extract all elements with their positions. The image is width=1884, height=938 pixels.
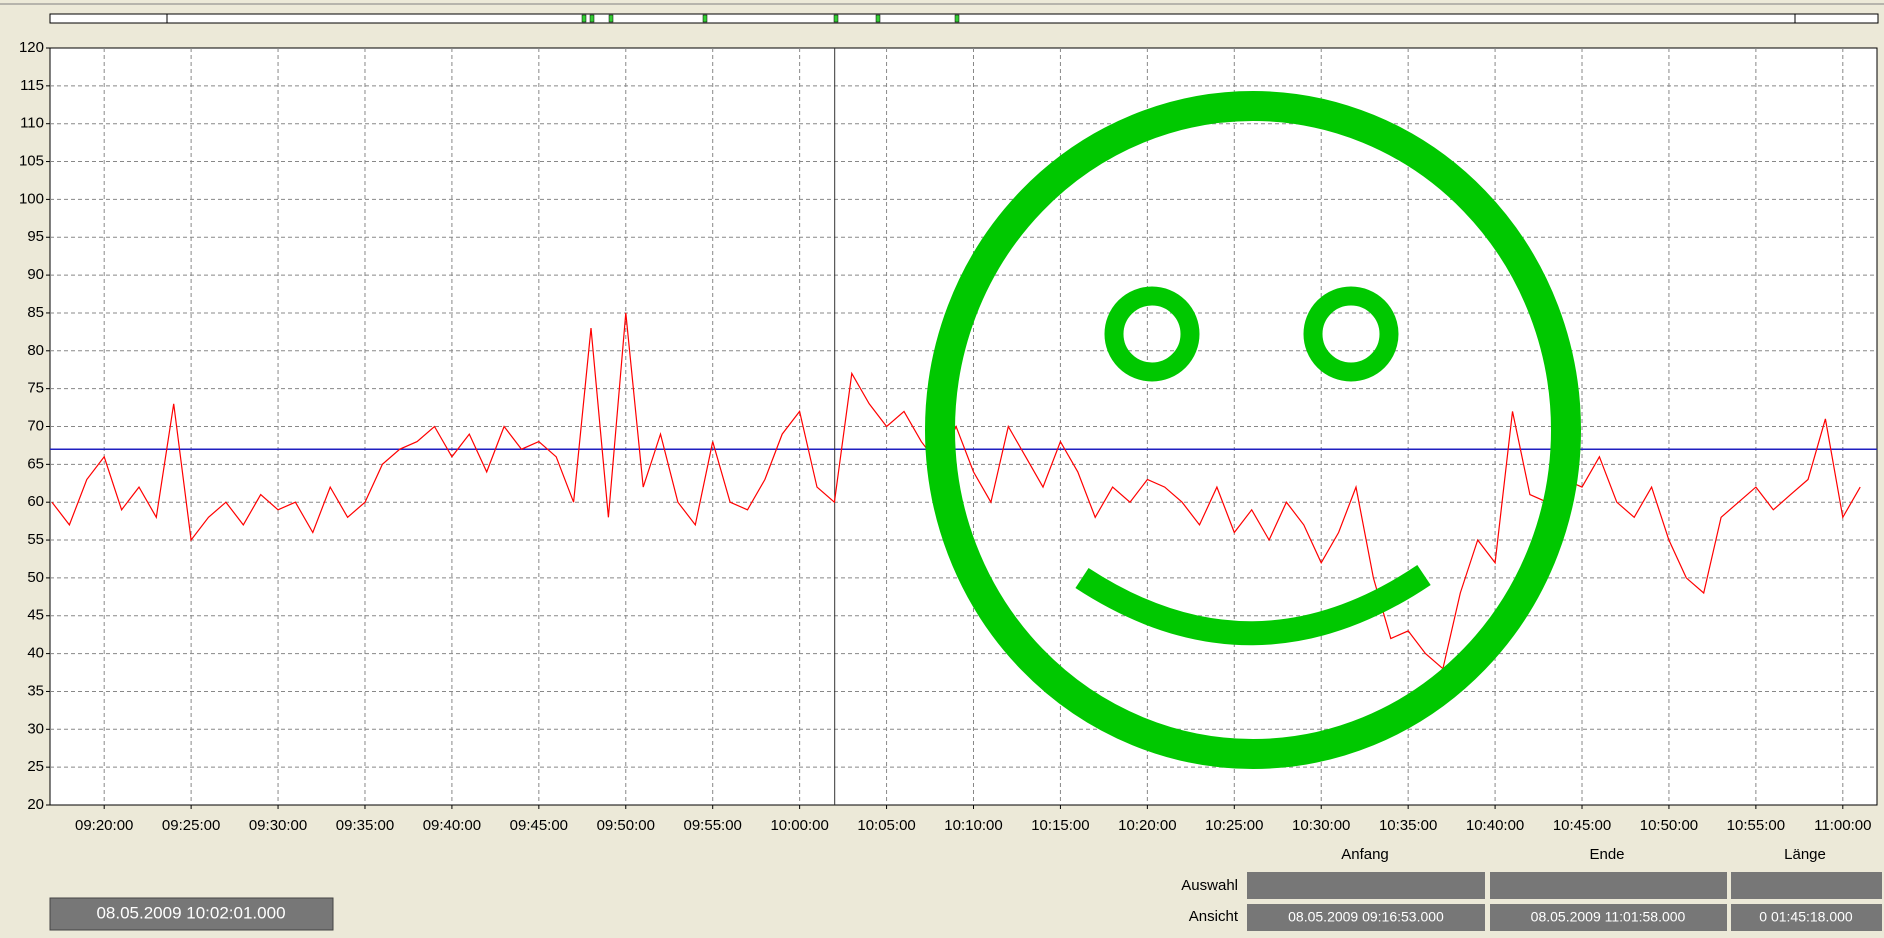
y-tick-label: 40 bbox=[27, 645, 44, 662]
x-tick-label: 09:50:00 bbox=[597, 817, 655, 834]
x-tick-label: 10:00:00 bbox=[770, 817, 828, 834]
x-tick-label: 11:00:00 bbox=[1814, 817, 1871, 834]
x-tick-label: 09:20:00 bbox=[75, 817, 133, 834]
y-tick-label: 110 bbox=[20, 115, 44, 132]
x-tick-label: 09:55:00 bbox=[684, 817, 742, 834]
y-tick-label: 65 bbox=[27, 455, 44, 472]
y-tick-label: 60 bbox=[27, 493, 44, 510]
y-tick-label: 55 bbox=[27, 531, 44, 548]
cell-text: 08.05.2009 11:01:58.000 bbox=[1531, 909, 1686, 925]
x-tick-label: 09:45:00 bbox=[510, 817, 568, 834]
x-tick-label: 09:35:00 bbox=[336, 817, 394, 834]
y-tick-label: 115 bbox=[20, 77, 44, 94]
x-tick-label: 10:05:00 bbox=[857, 817, 915, 834]
row-label: Ansicht bbox=[1189, 908, 1239, 925]
column-header: Anfang bbox=[1341, 846, 1389, 863]
x-tick-label: 10:25:00 bbox=[1205, 817, 1263, 834]
y-tick-label: 20 bbox=[27, 796, 44, 813]
x-tick-label: 09:40:00 bbox=[423, 817, 481, 834]
y-tick-label: 80 bbox=[27, 342, 44, 359]
y-tick-label: 35 bbox=[27, 682, 44, 699]
cell-text: 08.05.2009 09:16:53.000 bbox=[1288, 909, 1444, 925]
y-tick-label: 75 bbox=[27, 380, 44, 397]
y-tick-label: 90 bbox=[27, 266, 44, 283]
x-tick-label: 10:55:00 bbox=[1727, 817, 1785, 834]
y-tick-label: 120 bbox=[19, 39, 44, 56]
x-tick-label: 10:45:00 bbox=[1553, 817, 1611, 834]
x-tick-label: 09:25:00 bbox=[162, 817, 220, 834]
y-tick-label: 70 bbox=[27, 417, 44, 434]
column-header: Ende bbox=[1589, 846, 1624, 863]
row-label: Auswahl bbox=[1181, 877, 1238, 894]
x-tick-label: 09:30:00 bbox=[249, 817, 307, 834]
y-tick-label: 100 bbox=[19, 190, 44, 207]
y-tick-label: 85 bbox=[27, 304, 44, 321]
x-tick-label: 10:35:00 bbox=[1379, 817, 1437, 834]
y-tick-label: 25 bbox=[27, 758, 44, 775]
x-tick-label: 10:20:00 bbox=[1118, 817, 1176, 834]
y-tick-label: 30 bbox=[27, 720, 44, 737]
cell bbox=[1490, 872, 1727, 899]
y-tick-label: 105 bbox=[19, 153, 44, 170]
cursor-time: 08.05.2009 10:02:01.000 bbox=[96, 903, 285, 922]
x-tick-label: 10:10:00 bbox=[944, 817, 1002, 834]
cell bbox=[1731, 872, 1882, 899]
x-tick-label: 10:40:00 bbox=[1466, 817, 1524, 834]
x-tick-label: 10:15:00 bbox=[1031, 817, 1089, 834]
app-window: 20 25 30 35 40 45 50 55 60 65 70 75 80 85 90 95 100 105 11… bbox=[0, 0, 1884, 938]
y-tick-label: 45 bbox=[27, 607, 44, 624]
y-tick-label: 50 bbox=[27, 569, 44, 586]
x-tick-label: 10:50:00 bbox=[1640, 817, 1698, 834]
y-tick-label: 95 bbox=[27, 228, 44, 245]
cell-text: 0 01:45:18.000 bbox=[1759, 909, 1853, 925]
column-header: Länge bbox=[1784, 846, 1826, 863]
cell bbox=[1247, 872, 1485, 899]
overview-bar[interactable] bbox=[50, 14, 1878, 23]
x-tick-label: 10:30:00 bbox=[1292, 817, 1350, 834]
